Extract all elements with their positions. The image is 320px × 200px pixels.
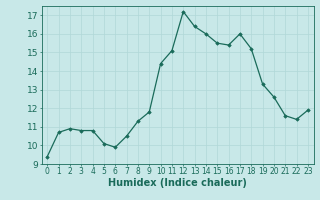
X-axis label: Humidex (Indice chaleur): Humidex (Indice chaleur) xyxy=(108,178,247,188)
